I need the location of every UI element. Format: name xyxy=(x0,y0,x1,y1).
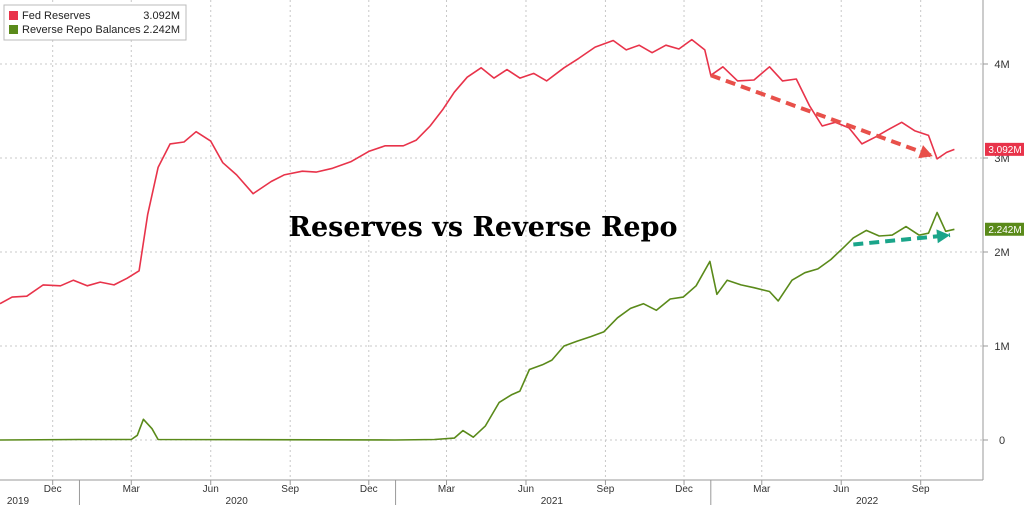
x-tick-label: Dec xyxy=(675,484,693,495)
chart-title: Reserves vs Reverse Repo xyxy=(289,212,678,243)
legend-swatch-reverse-repo xyxy=(9,25,18,34)
x-tick-label: Dec xyxy=(44,484,62,495)
legend-label-reverse-repo: Reverse Repo Balances xyxy=(22,24,141,36)
y-tick-label: 4M xyxy=(994,59,1009,71)
x-tick-label: Mar xyxy=(438,484,456,495)
x-year-label: 2019 xyxy=(7,496,30,505)
y-ticks: 0 1M 2M 3M 4M xyxy=(983,59,1010,447)
last-value-tags: 3.092M 2.242M xyxy=(985,142,1024,236)
x-tick-label: Sep xyxy=(597,484,615,495)
reverse-repo-value-label: 2.242M xyxy=(988,225,1021,236)
x-tick-label: Jun xyxy=(518,484,534,495)
legend-box xyxy=(3,4,187,41)
legend-value-fed-reserves: 3.092M xyxy=(143,10,180,22)
axes xyxy=(0,0,984,481)
y-tick-label: 1M xyxy=(994,341,1009,353)
uptrend-arrowhead xyxy=(936,229,950,244)
fed-reserves-value-tag xyxy=(985,142,1024,156)
x-tick-label: Mar xyxy=(123,484,141,495)
fed-reserves-value-label: 3.092M xyxy=(988,145,1021,156)
series xyxy=(0,38,955,441)
downtrend-arrow xyxy=(710,73,934,158)
reverse-repo-line xyxy=(0,211,955,441)
y-tick-label: 0 xyxy=(999,435,1005,447)
x-year-label: 2021 xyxy=(541,496,564,505)
y-tick-label: 2M xyxy=(994,247,1009,259)
reverse-repo-value-tag xyxy=(985,222,1024,236)
legend-label-fed-reserves: Fed Reserves xyxy=(22,10,91,22)
x-tick-label: Dec xyxy=(360,484,378,495)
x-tick-label: Sep xyxy=(912,484,930,495)
x-year-label: 2022 xyxy=(856,496,879,505)
annotations xyxy=(710,73,951,247)
x-tick-label: Jun xyxy=(203,484,219,495)
x-tick-label: Jun xyxy=(833,484,849,495)
x-tick-label: Mar xyxy=(753,484,771,495)
y-tick-label: 3M xyxy=(994,153,1009,165)
legend-value-reverse-repo: 2.242M xyxy=(143,24,180,36)
legend-swatch-fed-reserves xyxy=(9,11,18,20)
x-ticks: Dec Mar Jun Sep Dec Mar Jun Sep Dec Mar Jun Sep 2019… xyxy=(7,480,930,505)
uptrend-arrow xyxy=(853,233,951,247)
x-year-label: 2020 xyxy=(226,496,249,505)
grid xyxy=(0,0,983,480)
downtrend-arrowhead xyxy=(918,145,933,159)
legend: Fed Reserves 3.092M Reverse Repo Balance… xyxy=(3,4,187,41)
fed-reserves-line xyxy=(0,38,955,305)
x-tick-label: Sep xyxy=(281,484,299,495)
